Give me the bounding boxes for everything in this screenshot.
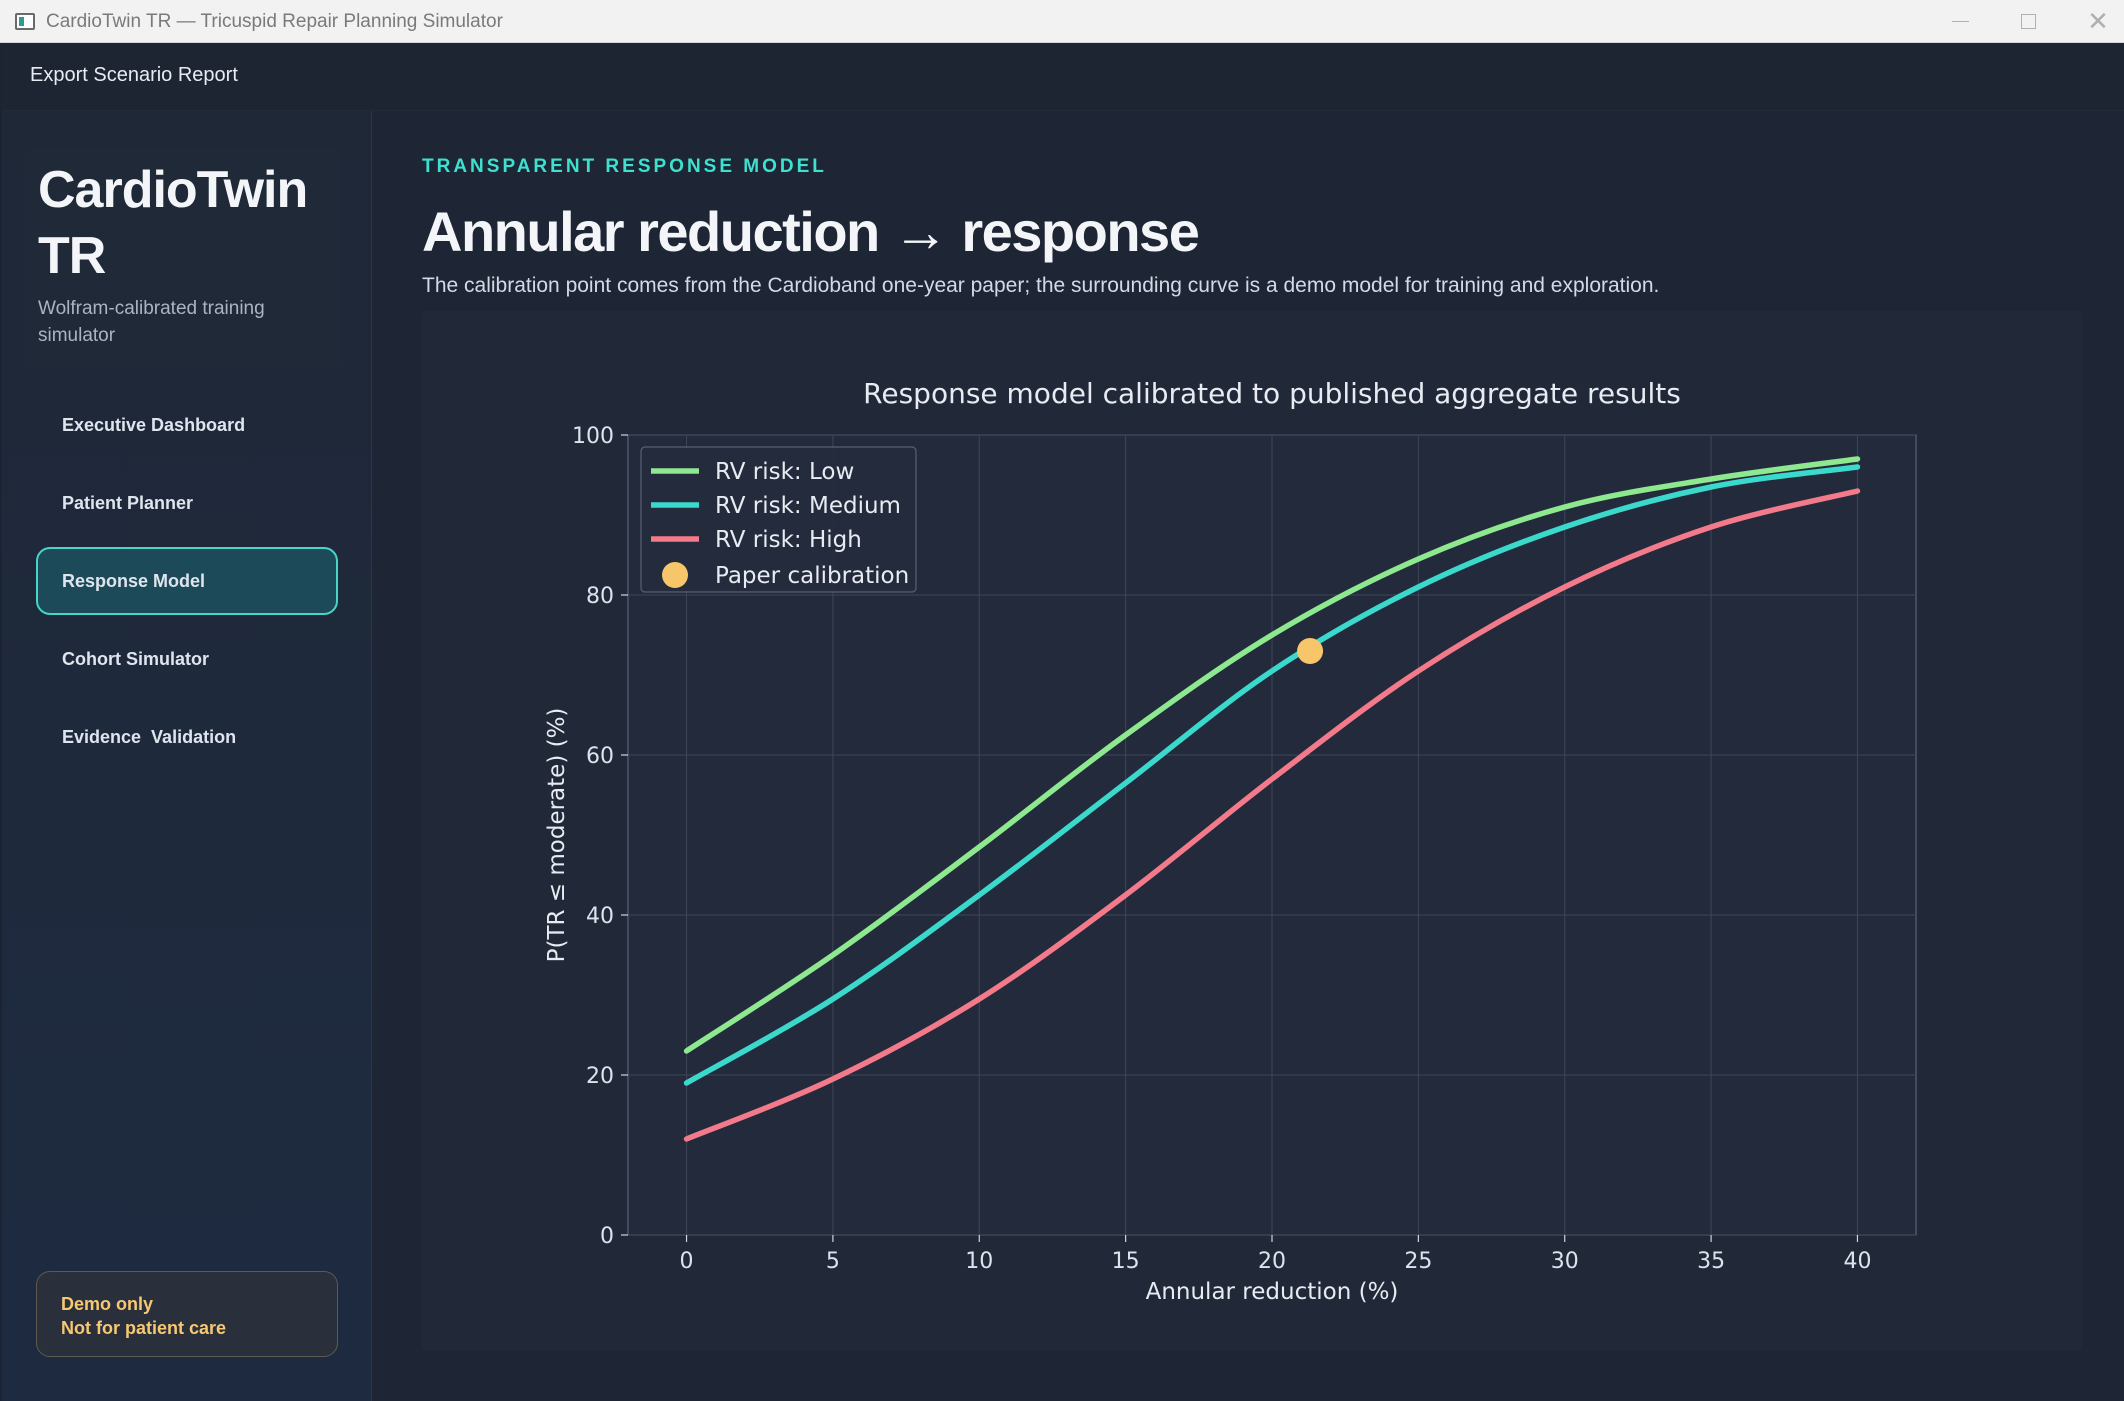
legend-label-rv-risk-low: RV risk: Low [715, 459, 854, 485]
y-tick-label: 60 [586, 744, 614, 769]
toolbar: Export Scenario Report [2, 43, 2124, 111]
response-chart: 0 5 10 15 20 25 30 35 40 0 20 40 60 80 100 Response mod… [544, 377, 1917, 1305]
legend-label-rv-risk-medium: RV risk: Medium [715, 493, 901, 519]
sidebar-item-label: Executive Dashboard [62, 414, 246, 435]
y-tick-label: 100 [572, 424, 614, 449]
x-tick-label: 35 [1697, 1249, 1725, 1274]
legend-box [640, 446, 917, 593]
x-tick-label: 40 [1843, 1249, 1871, 1274]
brand-title: CardioTwin TR [38, 161, 308, 285]
export-scenario-report-button[interactable]: Export Scenario Report [30, 64, 238, 86]
demo-warning-badge: Demo only Not for patient care [36, 1271, 338, 1357]
legend-label-paper-calibration: Paper calibration [715, 563, 909, 589]
sidebar-item-label: Response Model [62, 570, 206, 591]
sidebar-item-executive-dashboard[interactable]: Executive Dashboard [36, 391, 338, 459]
badge-line-2: Not for patient care [61, 1318, 227, 1338]
app-icon [15, 13, 35, 30]
badge-line-1: Demo only [61, 1294, 154, 1314]
sidebar-item-label: Patient Planner [62, 492, 194, 513]
x-tick-label: 25 [1404, 1249, 1432, 1274]
y-tick-label: 80 [586, 584, 614, 609]
series-line-rv-risk-low [683, 456, 1861, 1054]
legend-label-rv-risk-high: RV risk: High [715, 527, 862, 553]
sidebar-item-evidence-validation[interactable]: Evidence Validation [36, 703, 338, 771]
close-button[interactable]: ✕ [2068, 0, 2124, 43]
series-line-rv-risk-high [683, 488, 1861, 1142]
calibration-point [1297, 638, 1324, 664]
x-tick-label: 30 [1551, 1249, 1579, 1274]
x-tick-label: 10 [965, 1249, 993, 1274]
sidebar-item-label: Cohort Simulator [62, 648, 209, 669]
minimize-icon [1951, 21, 1969, 22]
close-icon: ✕ [2087, 6, 2109, 36]
x-tick-label: 5 [826, 1249, 840, 1274]
sidebar-item-label: Evidence Validation [62, 726, 237, 747]
y-tick-label: 0 [600, 1224, 614, 1249]
maximize-button[interactable] [1998, 0, 2058, 43]
brand-card: CardioTwin TR Wolfram-calibrated trainin… [24, 149, 340, 367]
series-line-rv-risk-medium [683, 464, 1861, 1086]
main-content: TRANSPARENT RESPONSE MODEL Annular reduc… [372, 111, 2124, 1401]
x-axis-label: Annular reduction (%) [1146, 1279, 1399, 1305]
chart-title: Response model calibrated to published a… [863, 377, 1681, 410]
sidebar-item-response-model[interactable]: Response Model [36, 547, 338, 615]
sidebar-item-patient-planner[interactable]: Patient Planner [36, 469, 338, 537]
minimize-button[interactable] [1930, 0, 1990, 43]
sidebar: CardioTwin TR Wolfram-calibrated trainin… [2, 111, 372, 1401]
page-description: The calibration point comes from the Car… [422, 274, 1660, 297]
chart-card: 0 5 10 15 20 25 30 35 40 0 20 40 60 80 100 Response mod… [422, 311, 2082, 1351]
x-tick-label: 0 [680, 1249, 694, 1274]
sidebar-item-cohort-simulator[interactable]: Cohort Simulator [36, 625, 338, 693]
x-tick-label: 20 [1258, 1249, 1286, 1274]
y-axis-label: P(TR ≤ moderate) (%) [544, 708, 570, 963]
window-title: CardioTwin TR — Tricuspid Repair Plannin… [46, 11, 503, 32]
maximize-icon [2020, 14, 2036, 29]
brand-subtitle: Wolfram-calibrated training simulator [38, 298, 265, 346]
y-tick-label: 20 [586, 1064, 614, 1089]
x-tick-label: 15 [1112, 1249, 1140, 1274]
section-eyebrow: TRANSPARENT RESPONSE MODEL [422, 156, 827, 177]
y-tick-label: 40 [586, 904, 614, 929]
legend-swatch-paper-calibration [662, 562, 688, 588]
page-title: Annular reduction → response [422, 200, 1200, 263]
title-bar: CardioTwin TR — Tricuspid Repair Plannin… [0, 0, 2124, 43]
